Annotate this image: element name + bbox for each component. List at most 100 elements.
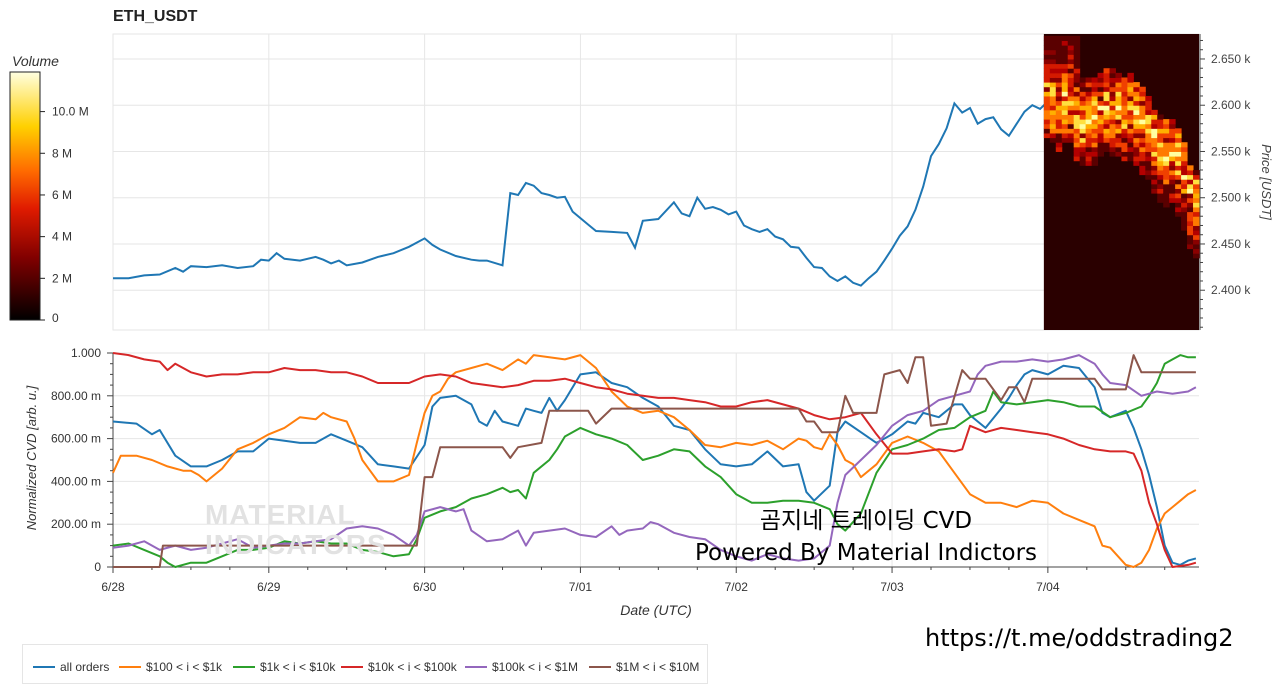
heatmap-cell [1145, 100, 1152, 106]
heatmap-cell [1181, 202, 1188, 208]
heatmap-cell [1145, 142, 1152, 148]
heatmap-cell [1073, 86, 1081, 92]
watermark-line-1: 곰지네 트레이딩 CVD [759, 508, 973, 534]
heatmap-cell [1073, 72, 1081, 78]
heatmap-cell [1067, 100, 1075, 106]
cvd-y-tick-label: 800.00 m [51, 389, 101, 403]
heatmap-cell [1193, 183, 1200, 189]
heatmap-cell [1133, 95, 1140, 102]
heatmap-cell [1169, 123, 1176, 129]
heatmap-cell [1109, 109, 1116, 115]
heatmap-cell [1121, 105, 1128, 111]
cvd-x-axis-label: Date (UTC) [620, 602, 692, 618]
heatmap-cell [1097, 109, 1105, 115]
heatmap-cell [1061, 72, 1069, 78]
heatmap-cell [1187, 174, 1194, 180]
legend-item-b100k_1M[interactable]: $100k < i < $1M [465, 660, 578, 674]
chart-legend: all orders $100 < i < $1k $1k < i < $10k $1… [22, 644, 708, 684]
heatmap-cell [1091, 146, 1099, 152]
heatmap-cell [1073, 100, 1081, 106]
legend-item-b1k_10k[interactable]: $1k < i < $10k [233, 660, 335, 674]
heatmap-cell [1151, 137, 1158, 143]
heatmap-cell [1157, 137, 1164, 143]
heatmap-cell [1061, 109, 1069, 115]
heatmap-cell [1163, 142, 1170, 148]
heatmap-cell [1061, 45, 1069, 51]
price-y-tick-label: 2.400 k [1211, 283, 1251, 297]
heatmap-cell [1067, 77, 1075, 83]
heatmap-cell [1049, 63, 1057, 69]
heatmap-cell [1097, 132, 1105, 139]
heatmap-cell [1085, 132, 1093, 139]
heatmap-cell [1079, 77, 1087, 83]
heatmap-cell [1097, 82, 1105, 88]
heatmap-cell [1061, 54, 1069, 60]
heatmap-cell [1187, 206, 1194, 213]
heatmap-cell [1091, 114, 1099, 120]
heatmap-cell [1193, 230, 1200, 236]
heatmap-cell [1115, 100, 1122, 106]
heatmap-cell [1151, 151, 1158, 157]
heatmap-cell [1055, 142, 1063, 148]
heatmap-cell [1139, 119, 1146, 125]
heatmap-cell [1151, 128, 1158, 134]
heatmap-cell [1109, 132, 1116, 139]
price-y-tick-label: 2.500 k [1211, 191, 1251, 205]
heatmap-cell [1049, 54, 1057, 60]
heatmap-cell [1151, 160, 1158, 166]
heatmap-cell [1121, 132, 1128, 139]
heatmap-cell [1085, 82, 1093, 88]
heatmap-cell [1151, 146, 1158, 152]
cvd-line-b100_1k [112, 354, 1197, 568]
heatmap-cell [1127, 123, 1134, 129]
heatmap-cell [1175, 142, 1182, 148]
heatmap-cell [1097, 105, 1105, 111]
heatmap-cell [1073, 95, 1081, 102]
heatmap-cell [1109, 100, 1116, 106]
heatmap-cell [1073, 151, 1081, 157]
cvd-x-tick-label: 6/29 [257, 580, 281, 594]
price-panel [112, 33, 1200, 331]
heatmap-cell [1055, 68, 1063, 74]
heatmap-cell [1169, 179, 1176, 185]
heatmap-cell [1067, 86, 1075, 92]
heatmap-cell [1157, 174, 1164, 180]
material-indicators-logo: MATERIAL INDICATORS [205, 499, 387, 560]
heatmap-cell [1115, 132, 1122, 139]
heatmap-cell [1091, 91, 1099, 97]
legend-item-b100_1k[interactable]: $100 < i < $1k [119, 660, 222, 674]
heatmap-cell [1133, 86, 1140, 92]
heatmap-cell [1157, 179, 1164, 185]
heatmap-cell [1055, 72, 1063, 78]
heatmap-cell [1073, 54, 1081, 60]
heatmap-cell [1127, 137, 1134, 143]
heatmap-cell [1139, 160, 1146, 166]
heatmap-cell [1055, 58, 1063, 65]
heatmap-cell [1115, 72, 1122, 78]
heatmap-cell [1067, 95, 1075, 102]
heatmap-cell [1103, 109, 1110, 115]
heatmap-cell [1181, 146, 1188, 152]
heatmap-cell [1097, 86, 1105, 92]
heatmap-cell [1163, 119, 1170, 125]
heatmap-cell [1127, 132, 1134, 139]
heatmap-cell [1043, 68, 1051, 74]
legend-item-b10k_100k[interactable]: $10k < i < $100k [341, 660, 457, 674]
heatmap-cell [1169, 197, 1176, 203]
heatmap-cell [1181, 216, 1188, 222]
telegram-link[interactable]: https://t.me/oddstrading2 [925, 624, 1234, 652]
heatmap-cell [1055, 109, 1063, 115]
heatmap-cell [1163, 128, 1170, 134]
heatmap-cell [1061, 63, 1069, 69]
heatmap-cell [1163, 183, 1170, 189]
heatmap-cell [1091, 119, 1099, 125]
heatmap-cell [1085, 86, 1093, 92]
heatmap-cell [1115, 119, 1122, 125]
legend-item-all_orders[interactable]: all orders [33, 660, 109, 674]
legend-item-b1M_10M[interactable]: $1M < i < $10M [589, 660, 699, 674]
heatmap-cell [1139, 151, 1146, 157]
heatmap-cell [1049, 58, 1057, 65]
heatmap-cell [1055, 132, 1063, 139]
cvd-x-tick-label: 7/01 [569, 580, 593, 594]
heatmap-cell [1103, 132, 1110, 139]
